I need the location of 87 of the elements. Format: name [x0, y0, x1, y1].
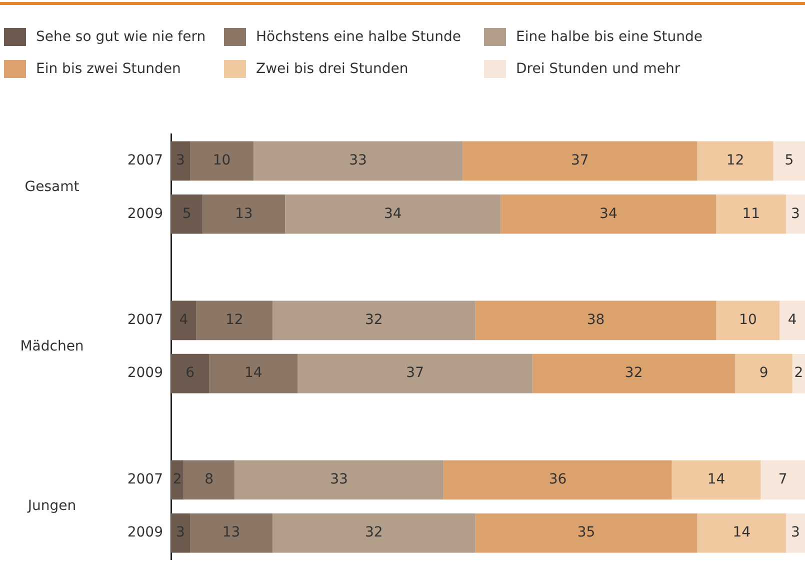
- data-label: 34: [600, 206, 618, 222]
- data-label: 37: [406, 365, 424, 382]
- data-label: 5: [784, 152, 794, 169]
- y-tick-label: 2007: [127, 152, 163, 169]
- bar: [444, 460, 672, 500]
- bar: [735, 354, 792, 394]
- data-label: 4: [788, 312, 797, 328]
- bar: [672, 460, 761, 500]
- bar: [786, 513, 805, 553]
- data-label: 12: [726, 152, 744, 169]
- data-label: 6: [186, 365, 195, 382]
- data-label: 3: [791, 206, 800, 222]
- data-label: 10: [212, 152, 231, 169]
- y-tick-label: 2007: [127, 312, 163, 328]
- bar: [760, 460, 805, 500]
- data-label: 33: [330, 472, 348, 488]
- bar: [171, 141, 190, 181]
- text: Jungen: [26, 498, 76, 514]
- bar: [780, 300, 805, 340]
- data-label: 32: [364, 524, 383, 541]
- bar: [196, 300, 272, 340]
- data-label: 34: [384, 206, 402, 222]
- data-label: 13: [234, 206, 253, 222]
- bar: [190, 141, 254, 181]
- legend-label: Ein bis zwei Stunden: [36, 61, 181, 77]
- legend-label: Höchstens eine halbe Stunde: [256, 29, 462, 45]
- bar: [202, 194, 286, 234]
- data-label: 8: [204, 472, 214, 488]
- data-label: 33: [349, 152, 367, 169]
- data-label: 10: [739, 312, 757, 328]
- data-label: 5: [182, 206, 192, 222]
- data-label: 38: [586, 312, 605, 328]
- data-label: 3: [176, 152, 185, 169]
- legend-label: Sehe so gut wie nie fern: [36, 29, 206, 45]
- data-label: 36: [548, 472, 567, 488]
- text: Gesamt: [24, 179, 80, 196]
- bar: [697, 513, 786, 553]
- bar: [171, 460, 184, 500]
- y-tick-label: 2009: [127, 206, 163, 222]
- data-label: 2: [172, 472, 182, 488]
- bar: [500, 194, 716, 234]
- data-label: 13: [222, 524, 240, 541]
- data-label: 37: [571, 152, 589, 169]
- text: Mädchen: [20, 338, 84, 355]
- y-tick-label: 2009: [127, 365, 163, 382]
- bar: [475, 513, 698, 553]
- data-label: 7: [778, 472, 788, 488]
- legend-label: Drei Stunden und mehr: [516, 61, 680, 77]
- data-label: 14: [707, 472, 726, 488]
- y-tick-label: 2009: [127, 524, 163, 541]
- bar: [272, 300, 476, 340]
- bar: [171, 513, 190, 553]
- bar: [171, 194, 203, 234]
- bar: [253, 141, 463, 181]
- data-label: 11: [742, 206, 760, 222]
- bar: [462, 141, 698, 181]
- bar: [184, 460, 234, 500]
- data-label: 14: [732, 524, 751, 541]
- bar: [532, 354, 736, 394]
- bar: [773, 141, 805, 181]
- bar: [298, 354, 532, 394]
- data-label: 14: [244, 365, 262, 382]
- bar: [786, 194, 805, 234]
- bar: [697, 141, 774, 181]
- y-tick-label: 2007: [127, 472, 163, 488]
- bar: [716, 300, 780, 340]
- bar: [209, 354, 298, 394]
- bar: [234, 460, 444, 500]
- bar: [475, 300, 716, 340]
- bar: [171, 354, 210, 394]
- data-label: 12: [225, 312, 244, 328]
- data-label: 2: [794, 365, 804, 382]
- data-label: 9: [759, 365, 768, 382]
- bar: [285, 194, 501, 234]
- bar: [716, 194, 786, 234]
- data-label: 3: [176, 524, 185, 541]
- data-label: 4: [179, 312, 188, 328]
- legend-label: Zwei bis drei Stunden: [256, 61, 408, 77]
- data-label: 3: [791, 524, 800, 541]
- data-label: 32: [364, 312, 383, 328]
- data-label: 32: [624, 365, 643, 382]
- legend-label: Eine halbe bis eine Stunde: [516, 29, 703, 45]
- bar: [190, 513, 272, 553]
- data-label: 35: [577, 524, 596, 541]
- bar: [272, 513, 476, 553]
- bar: [171, 300, 196, 340]
- bar: [792, 354, 805, 394]
